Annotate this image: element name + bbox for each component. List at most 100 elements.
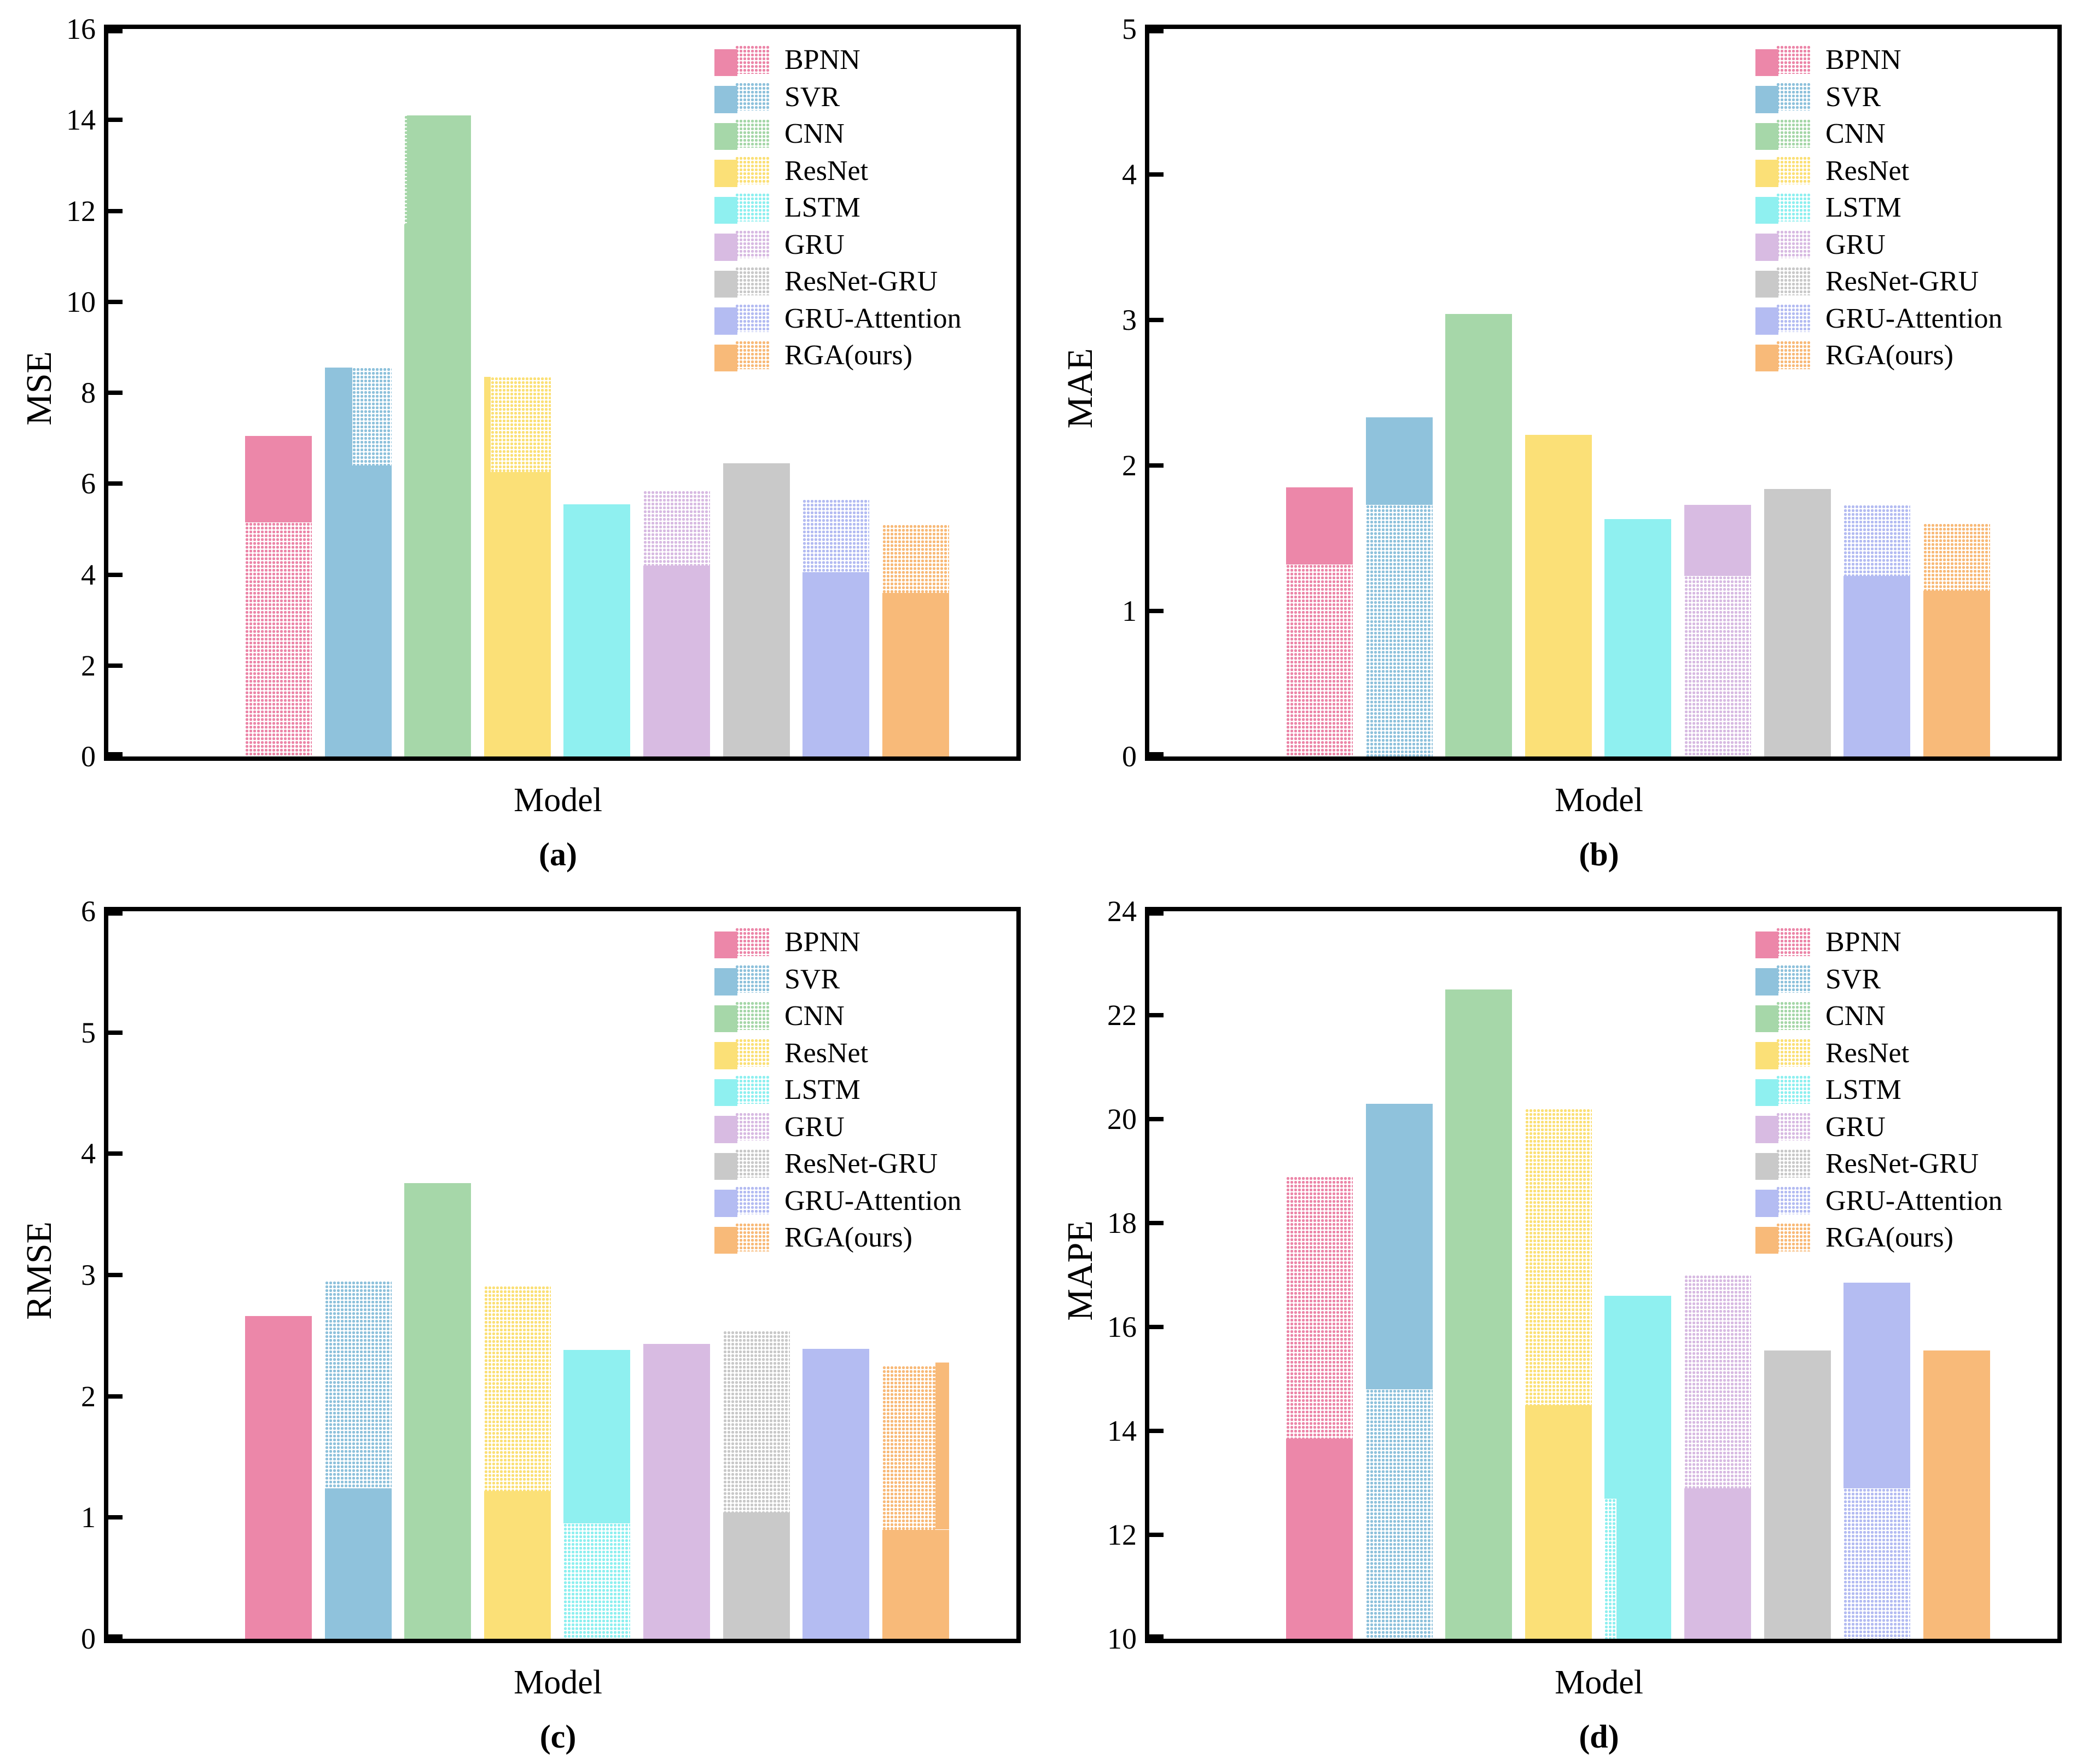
legend-swatch-icon: [1755, 928, 1810, 958]
y-tick-mark: [1149, 609, 1164, 613]
legend-swatch-icon: [714, 1149, 769, 1180]
bar-segment-BPNN-solid: [245, 1316, 312, 1639]
legend-swatch-solid: [1755, 1226, 1778, 1254]
y-tick-mark: [108, 572, 123, 577]
y-axis-label-mse: MSE: [19, 351, 59, 426]
y-tick-mark: [1149, 1013, 1164, 1017]
legend-swatch-hatch: [735, 230, 769, 259]
plot-area-a: 0 2 4 6 8 10 12 14 16 BPNN SVR CNN ResNet LSTM GRU ResN…: [66, 13, 1021, 773]
y-tick-label: 2: [1122, 449, 1137, 482]
legend-swatch-icon: [1755, 1112, 1810, 1143]
y-tick-mark: [1149, 1634, 1164, 1639]
y-tick-label: 3: [1122, 304, 1137, 336]
y-tick-mark: [108, 1634, 123, 1639]
bar-segment-ResNet-GRU-solid: [723, 1512, 790, 1639]
legend-swatch-hatch: [1776, 119, 1810, 148]
bar-segment-LSTM-solid: [563, 1350, 631, 1524]
y-axis-label-rmse: RMSE: [19, 1221, 59, 1320]
legend-label: ResNet: [784, 1037, 869, 1069]
legend-swatch-icon: [1755, 1223, 1810, 1254]
legend-swatch-solid: [714, 160, 737, 187]
bar-segment-BPNN-solid: [1286, 1439, 1353, 1639]
y-tick-label: 20: [1107, 1103, 1137, 1136]
legend-swatch-icon: [1755, 1075, 1810, 1106]
legend-swatch-solid: [1755, 1152, 1778, 1180]
bar-segment-SVR-solid: [1365, 1103, 1433, 1389]
bar-segment-ResNet-solid: [1525, 435, 1592, 756]
legend-swatch-icon: [714, 1002, 769, 1032]
legend-swatch-solid: [1755, 234, 1778, 261]
legend-label: GRU: [784, 1111, 845, 1143]
panel-letter-d: (d): [1579, 1719, 1619, 1755]
panel-letter-c: (c): [539, 1719, 577, 1755]
bar-segment-ResNet-GRU-solid: [1764, 1350, 1831, 1639]
x-axis-label-b: Model: [1555, 782, 1643, 819]
legend-swatch-hatch: [1776, 1002, 1810, 1030]
y-tick-label: 4: [81, 1137, 96, 1171]
legend-swatch-icon: [714, 267, 769, 298]
legend-label: CNN: [784, 1000, 845, 1032]
y-tick-mark: [1149, 1533, 1164, 1537]
y-axis-label-mape: MAPE: [1060, 1220, 1100, 1321]
y-tick-label: 10: [1107, 1622, 1137, 1655]
legend-swatch-hatch: [1776, 267, 1810, 295]
legend-swatch-solid: [1755, 1116, 1778, 1143]
y-tick-mark: [1149, 1221, 1164, 1225]
legend-label: GRU: [1825, 229, 1886, 260]
legend-swatch-hatch: [1776, 1112, 1810, 1141]
bar-segment-RGA(ours)-solid: [1923, 1350, 1990, 1639]
y-tick-mark: [108, 299, 123, 304]
y-tick-label: 0: [1122, 740, 1137, 773]
legend-swatch-icon: [1755, 156, 1810, 187]
legend-swatch-icon: [714, 1075, 769, 1106]
legend-swatch-solid: [714, 234, 737, 261]
legend-swatch-hatch: [735, 119, 769, 148]
legend-label: BPNN: [784, 44, 860, 75]
y-tick-label: 16: [1107, 1311, 1137, 1343]
legend-swatch-hatch: [735, 1186, 769, 1215]
legend-swatch-solid: [1755, 1005, 1778, 1032]
legend-swatch-hatch: [735, 1002, 769, 1030]
bar-segment-SVR-hatch: [1365, 1389, 1433, 1639]
legend-label: BPNN: [1825, 44, 1901, 75]
legend-swatch-icon: [714, 304, 769, 335]
legend-swatch-solid: [714, 307, 737, 335]
legend-label: BPNN: [784, 927, 860, 958]
legend-swatch-icon: [714, 230, 769, 261]
bar-segment-BPNN-solid: [1286, 487, 1353, 564]
bar-segment-RGA(ours)-hatch: [882, 1366, 936, 1530]
legend-swatch-hatch: [735, 341, 769, 369]
legend-label: LSTM: [1825, 192, 1901, 223]
bar-segment-CNN-hatch: [404, 115, 408, 225]
y-tick-label: 4: [1122, 158, 1137, 191]
bar-segment-SVR-hatch: [352, 368, 392, 465]
bar-segment-ResNet-GRU-hatch: [723, 1330, 790, 1513]
bar-segment-GRU-Attention-hatch: [1843, 504, 1911, 577]
legend-swatch-hatch: [735, 1038, 769, 1067]
y-tick-label: 18: [1107, 1207, 1137, 1239]
legend-swatch-solid: [714, 968, 737, 995]
legend-swatch-icon: [714, 156, 769, 187]
y-tick-label: 24: [1107, 895, 1137, 928]
legend-label: CNN: [784, 118, 845, 149]
legend-swatch-solid: [714, 1005, 737, 1032]
bar-segment-GRU-hatch: [1684, 1275, 1751, 1488]
x-axis-label-c: Model: [514, 1664, 602, 1701]
legend-label: GRU-Attention: [784, 1185, 962, 1216]
legend-swatch-solid: [1755, 931, 1778, 958]
x-axis-label-a: Model: [514, 782, 602, 819]
bar-segment-BPNN-hatch: [1286, 564, 1353, 756]
y-tick-label: 16: [66, 13, 96, 45]
legend-swatch-icon: [714, 1038, 769, 1069]
bar-segment-GRU-Attention-hatch: [802, 499, 870, 573]
panel-b: 0 1 2 3 4 5 BPNN SVR CNN ResNet LSTM GRU ResNet-GRU G…: [1041, 0, 2082, 882]
y-tick-label: 2: [81, 1379, 96, 1413]
legend-swatch-solid: [1755, 123, 1778, 150]
legend-swatch-solid: [1755, 86, 1778, 113]
bar-segment-ResNet-GRU-solid: [1764, 488, 1831, 756]
legend-swatch-hatch: [735, 928, 769, 956]
legend-label: RGA(ours): [784, 1222, 912, 1253]
legend-swatch-icon: [1755, 964, 1810, 995]
legend-swatch-hatch: [735, 193, 769, 222]
